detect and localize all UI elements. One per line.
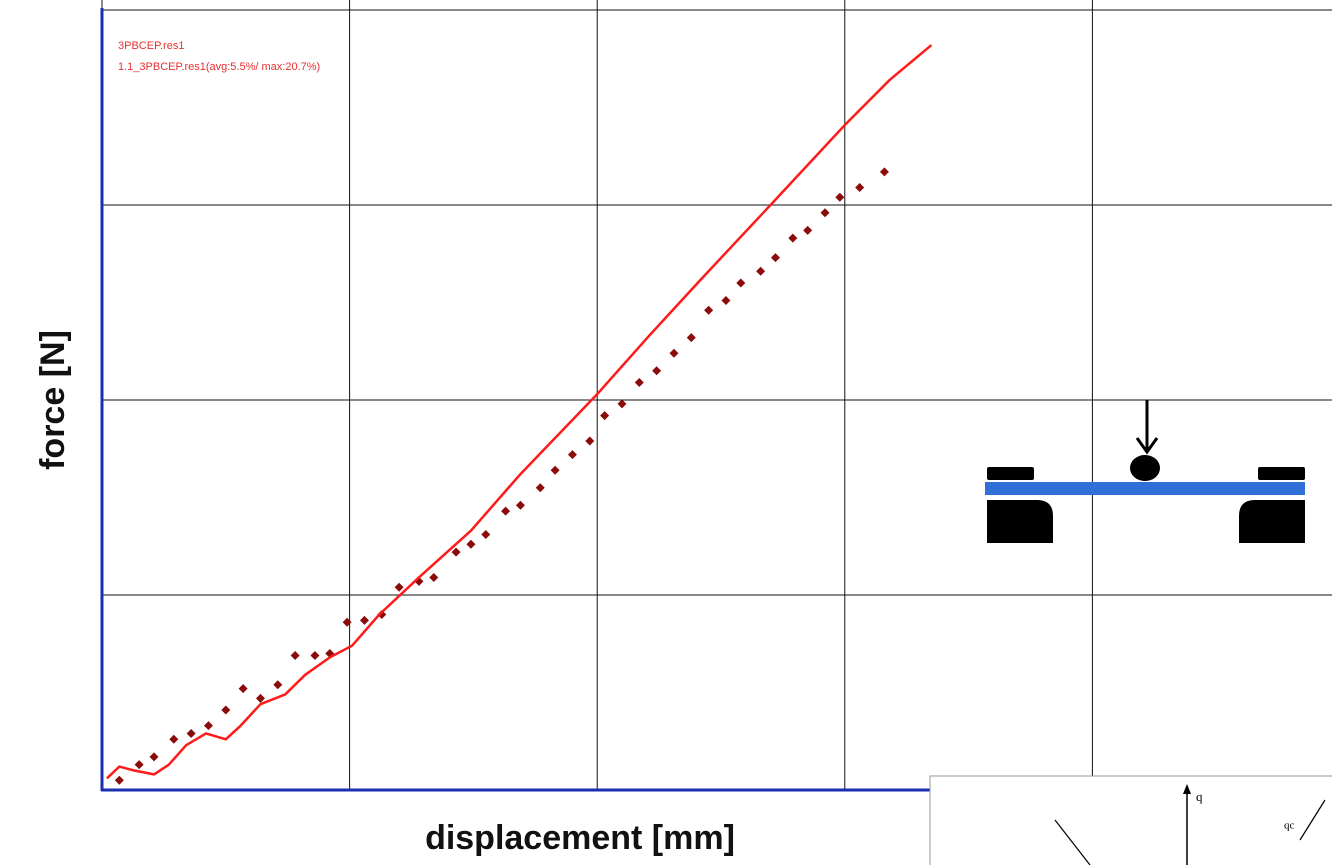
data-point [310,650,320,660]
marks [106,44,933,785]
data-point [394,582,404,592]
data-point [600,411,610,421]
inset-label: q [1196,789,1203,804]
data-point [114,775,124,785]
data-point [756,266,766,276]
data-point [820,208,830,218]
data-point [451,547,461,557]
data-point [585,436,595,446]
data-point [359,615,369,625]
data-point [481,530,491,540]
data-point [686,333,696,343]
data-point [835,192,845,202]
data-point [501,506,511,516]
data-point [149,752,159,762]
data-point [273,680,283,690]
data-point [238,684,248,694]
y-axis-label: force [N] [34,330,72,470]
x-axis-label: displacement [mm] [425,819,735,857]
data-point [169,734,179,744]
data-point [736,278,746,288]
data-point [342,617,352,627]
data-point [466,539,476,549]
data-point [377,610,387,619]
data-point [803,225,813,235]
data-point [788,233,798,243]
data-point [203,721,213,731]
beam-diagram [985,400,1305,543]
data-point [429,572,439,582]
inset-label: qc [1284,820,1295,832]
data-point [186,728,196,738]
legend-entry: 3PBCEP.res1 [118,40,184,52]
data-point [704,305,714,315]
data-line [106,44,933,780]
data-point [290,650,300,660]
data-point [134,760,144,770]
data-point [221,705,231,715]
data-point [567,450,577,460]
data-point [879,167,889,177]
data-point [770,253,780,263]
inset-figure: q qc [929,775,1332,865]
data-point [634,377,644,387]
grid [101,0,1332,791]
data-point [669,348,679,358]
legend-entry: 1.1_3PBCEP.res1(avg:5.5%/ max:20.7%) [118,61,320,73]
data-point [255,693,265,703]
data-point [535,483,545,493]
data-point [617,399,627,409]
data-point [652,366,662,376]
data-point [721,296,731,306]
data-point [515,500,525,510]
data-point [550,465,560,475]
data-point [855,182,865,192]
